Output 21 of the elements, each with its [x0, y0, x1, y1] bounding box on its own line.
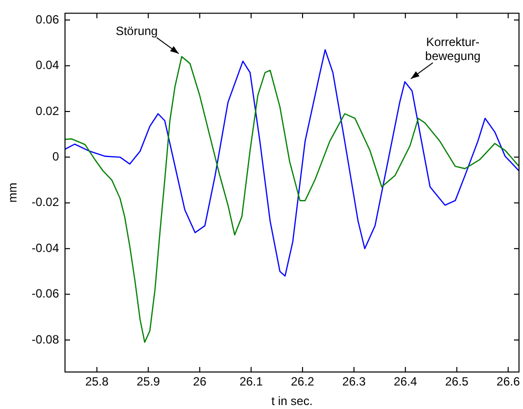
annotation: Störung: [116, 24, 158, 38]
y-tick-label: -0.04: [32, 240, 60, 255]
x-tick-label: 26.5: [445, 374, 469, 389]
x-tick-label: 26.2: [290, 374, 315, 389]
x-tick-label: 26: [193, 374, 207, 389]
x-axis-title: t in sec.: [271, 394, 313, 408]
y-tick-label: 0.04: [36, 58, 60, 72]
y-tick-label: -0.08: [32, 332, 60, 346]
y-axis-title: mm: [6, 182, 20, 203]
y-tick-label: -0.06: [32, 286, 60, 301]
y-tick-label: 0.06: [36, 12, 60, 26]
x-tick-label: 26.1: [239, 374, 264, 389]
y-tick-label: 0.02: [36, 104, 60, 118]
y-tick-label: -0.02: [32, 195, 60, 210]
x-tick-label: 25.8: [85, 374, 109, 389]
x-tick-label: 26.6: [496, 374, 520, 389]
x-tick-label: 26.3: [342, 374, 366, 389]
x-tick-label: 26.4: [394, 374, 418, 389]
x-tick-label: 25.9: [136, 374, 160, 389]
annotation: Korrektur- bewegung: [425, 35, 481, 64]
y-tick-label: 0: [52, 149, 60, 164]
